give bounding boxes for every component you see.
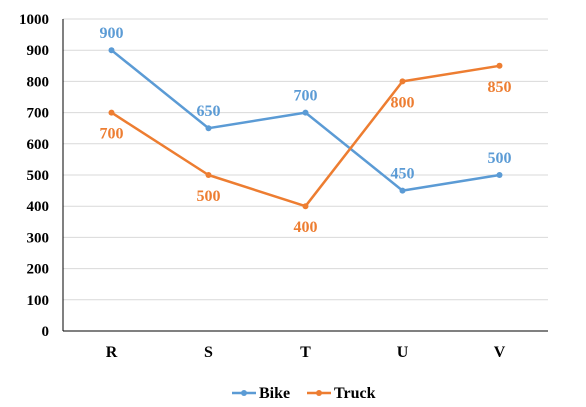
data-point [205, 172, 212, 178]
data-label: 500 [488, 150, 512, 167]
y-tick-label: 400 [27, 199, 50, 215]
y-tick-label: 0 [42, 324, 50, 340]
data-label: 700 [294, 88, 318, 105]
x-tick-label: V [494, 344, 506, 361]
y-tick-label: 500 [27, 168, 50, 184]
y-tick-label: 300 [27, 230, 50, 246]
y-tick-label: 800 [27, 74, 50, 90]
data-label: 400 [294, 219, 318, 236]
x-tick-label: U [397, 344, 409, 361]
data-label: 500 [197, 188, 221, 205]
data-label: 700 [100, 126, 124, 143]
data-point [302, 203, 309, 210]
data-point [108, 109, 115, 116]
data-labels: 900 650 700 450 500 700 500 400 800 850 [100, 25, 512, 236]
legend-swatch-marker [241, 390, 247, 396]
x-tick-label: R [106, 344, 118, 361]
gridlines [63, 18, 548, 301]
x-tick-label: S [204, 344, 213, 361]
data-point [496, 62, 503, 69]
y-tick-label: 200 [27, 262, 50, 278]
y-tick-label: 700 [27, 106, 50, 122]
legend-label: Truck [334, 385, 376, 402]
data-point [108, 47, 115, 54]
data-point [399, 78, 406, 85]
y-tick-label: 900 [27, 43, 50, 59]
data-point [496, 172, 503, 178]
series-line-bike [110, 49, 500, 192]
data-label: 650 [197, 103, 221, 120]
data-label: 800 [391, 94, 415, 111]
legend: Bike Truck [232, 385, 376, 402]
data-point [302, 109, 309, 116]
y-tick-label: 1000 [19, 12, 49, 28]
legend-label: Bike [259, 385, 290, 402]
legend-item-truck: Truck [307, 385, 376, 402]
legend-swatch-marker [316, 390, 322, 396]
data-point [399, 187, 406, 194]
x-tick-label: T [300, 344, 311, 361]
legend-item-bike: Bike [232, 385, 290, 402]
y-tick-label: 600 [27, 137, 50, 153]
data-point [205, 125, 212, 132]
y-tick-label: 100 [27, 293, 50, 309]
data-label: 450 [391, 166, 415, 183]
series [108, 47, 503, 210]
data-label: 850 [488, 79, 512, 96]
data-label: 900 [100, 25, 124, 42]
axes: 0 100 200 300 400 500 600 700 800 900 1000 R S T U V [19, 12, 548, 361]
